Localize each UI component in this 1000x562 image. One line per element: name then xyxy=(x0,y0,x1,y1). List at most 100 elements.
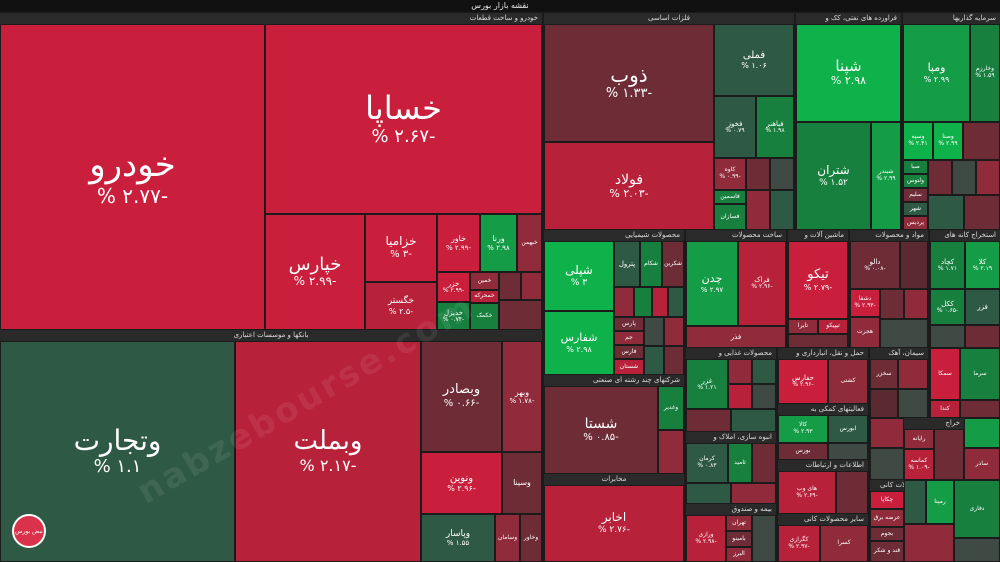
tile-kalla[interactable]: کالا ۲.۹۳ % xyxy=(778,415,828,443)
tile-khodro-small-3[interactable] xyxy=(499,300,542,330)
tile-kani-small-2[interactable] xyxy=(904,524,954,562)
tile-sarmaye-small-6[interactable] xyxy=(964,195,1000,230)
tile-khodro[interactable]: خودرو -۲.۷۷ % xyxy=(0,24,265,330)
tile-khazar[interactable]: خزر -۲.۹۹ % xyxy=(437,272,470,302)
tile-kala[interactable]: کلا ۲.۱۹ % xyxy=(965,241,1000,289)
tile-sarmaye-small-5[interactable] xyxy=(928,195,964,230)
tile-verazi[interactable]: ورازی -۲.۹۸ % xyxy=(686,515,726,562)
tile-fkhoz[interactable]: فخوز ۰.۷۹ % xyxy=(714,96,756,158)
tile-khorde-small-1[interactable] xyxy=(870,418,904,448)
tile-felezat-small-2[interactable] xyxy=(770,158,794,190)
tile-vpasar[interactable]: وپاسار ۱.۵۵ % xyxy=(421,514,495,562)
tile-fars[interactable]: فارس xyxy=(614,345,644,359)
tile-ghazar[interactable]: غزر ۱.۲۱ % xyxy=(686,359,728,409)
tile-khakamak[interactable]: خکمک xyxy=(470,303,499,330)
tile-vebmelat[interactable]: وبملت -۲.۱۷ % xyxy=(235,341,421,562)
tile-shekam[interactable]: شکام xyxy=(640,241,662,287)
tile-chakapa[interactable]: چکاپا xyxy=(870,491,904,509)
tile-sakhtor[interactable]: سخزر xyxy=(870,359,898,389)
tile-pars[interactable]: پارس xyxy=(614,317,644,331)
tile-zob[interactable]: ذوب -۱.۳۳ % xyxy=(544,24,714,142)
tile-siman-small-1[interactable] xyxy=(898,359,928,389)
tile-shefaras[interactable]: شفارس ۲.۹۸ % xyxy=(544,311,614,375)
tile-sekhab[interactable]: ثامید xyxy=(728,443,752,483)
tile-faaliat-small-1[interactable] xyxy=(828,443,868,460)
tile-vonovin[interactable]: ونوین -۲.۹۶ % xyxy=(421,452,502,514)
tile-estekhraj-small-2[interactable] xyxy=(965,325,1000,348)
tile-kgarazi[interactable]: کگرازی -۲.۹۷ % xyxy=(778,525,820,562)
tile-hojrat[interactable]: هجرت xyxy=(850,317,880,348)
tile-kanda[interactable]: کندا xyxy=(930,400,960,418)
tile-dzaa[interactable]: ساذر xyxy=(964,448,1000,480)
tile-shepetrol[interactable]: پترول xyxy=(614,241,640,287)
tile-khorde-small-4[interactable] xyxy=(870,448,904,480)
tile-tehran[interactable]: تهران xyxy=(726,515,752,531)
tile-arzeh[interactable]: عرضه برق xyxy=(870,509,904,527)
tile-shimi-small-3[interactable] xyxy=(652,287,668,317)
tile-khapa[interactable]: خساپا -۲.۶۷ % xyxy=(265,24,542,214)
tile-shabandar[interactable]: شبندر ۲.۹۹ % xyxy=(871,122,901,230)
tile-vempa[interactable]: ومپا ۲.۹۹ % xyxy=(903,24,970,122)
tile-rayane[interactable]: رایانه xyxy=(904,429,934,449)
tile-shetran[interactable]: شتران ۱.۵۲ % xyxy=(796,122,871,230)
tile-khazamia[interactable]: خزامیا -۳ % xyxy=(365,214,437,282)
tile-ghazayi-small-6[interactable] xyxy=(731,409,776,432)
tile-anbooh-small-1[interactable] xyxy=(752,443,776,483)
tile-siman-small-2[interactable] xyxy=(870,389,898,418)
tile-vesna[interactable]: وصنا ۲.۹۹ % xyxy=(933,122,963,160)
tile-tipikoo[interactable]: تیپیکو xyxy=(818,319,848,334)
tile-ghazayi-small-1[interactable] xyxy=(728,359,752,384)
tile-bajom[interactable]: بجوم xyxy=(870,527,904,541)
tile-hay[interactable]: های وب -۲.۶۹ % xyxy=(778,471,836,514)
tile-chadan[interactable]: چدن ۲.۹۷ % xyxy=(686,241,738,326)
tile-faraak[interactable]: فراک -۲.۹۶ % xyxy=(738,241,786,326)
tile-vsaman[interactable]: وسامان xyxy=(495,514,520,562)
tile-vkharazm[interactable]: وخارزم ۱.۵۹ % xyxy=(970,24,1000,122)
tile-kave[interactable]: کاوه -۰.۹۹ % xyxy=(714,158,746,190)
tile-anbooh-small-3[interactable] xyxy=(731,483,776,504)
tile-kerman[interactable]: کرمان ۰.۸۳ % xyxy=(686,443,728,483)
tile-vetejarat[interactable]: وتجارت ۱.۱ % xyxy=(0,341,235,562)
tile-shimi-small-5[interactable] xyxy=(644,317,664,346)
tile-felezat-small-3[interactable] xyxy=(746,190,770,230)
tile-khorde-small-3[interactable] xyxy=(934,429,964,480)
tile-aboors[interactable]: ابورس xyxy=(828,415,868,443)
tile-kani-small-3[interactable] xyxy=(954,538,1000,562)
tile-kakal[interactable]: ککل -۰.۶۵ % xyxy=(930,289,965,325)
tile-vaber[interactable]: وبهر -۱.۷۸ % xyxy=(502,341,542,452)
tile-khegostar[interactable]: خگستر -۲.۵ % xyxy=(365,282,437,330)
tile-shimi-small-4[interactable] xyxy=(668,287,684,317)
tile-mashin-small-1[interactable] xyxy=(788,334,848,348)
tile-vorna[interactable]: ورنا ۲.۹۸ % xyxy=(480,214,517,272)
tile-khavar[interactable]: خاور -۲.۹۹ % xyxy=(437,214,480,272)
tile-fezar[interactable]: فزر xyxy=(965,289,1000,325)
tile-shahr[interactable]: شهر xyxy=(903,202,928,216)
tile-siman-small-3[interactable] xyxy=(898,389,928,418)
tile-pardis[interactable]: پردیس xyxy=(903,216,928,230)
tile-salim[interactable]: سلیم xyxy=(903,188,928,202)
tile-dashaa[interactable]: دشفا -۲.۹۳ % xyxy=(850,289,880,317)
tile-mavad-small-2[interactable] xyxy=(880,289,904,319)
tile-felezat-small-1[interactable] xyxy=(746,158,770,190)
tile-bime-small-1[interactable] xyxy=(752,515,776,562)
tile-kasra[interactable]: کسرا xyxy=(820,525,868,562)
tile-anbooh-small-2[interactable] xyxy=(686,483,731,504)
tile-shimi-small-2[interactable] xyxy=(634,287,652,317)
tile-dalo[interactable]: دالو -۰.۰۸ % xyxy=(850,241,900,289)
tile-keshti[interactable]: کشتی xyxy=(828,359,868,404)
tile-mavad-small-3[interactable] xyxy=(904,289,928,319)
tile-kachad[interactable]: کچاد ۱.۷۱ % xyxy=(930,241,965,289)
tile-khemehrkeh[interactable]: خمحرکه xyxy=(470,290,499,303)
tile-sepa[interactable]: صبا xyxy=(903,160,928,174)
tile-shimi-small-1[interactable] xyxy=(614,287,634,317)
tile-kamase[interactable]: کماسه -۱.۰۹ % xyxy=(904,449,934,480)
tile-shimi-small-8[interactable] xyxy=(664,346,684,375)
tile-baminoo[interactable]: بامینو xyxy=(726,531,752,547)
tile-tayra[interactable]: تایرا xyxy=(788,319,818,334)
tile-kani-small-1[interactable] xyxy=(904,480,926,524)
tile-estekhraj-small-1[interactable] xyxy=(930,325,965,348)
tile-semaka[interactable]: سمکا xyxy=(930,348,960,400)
tile-rampna[interactable]: رمپنا xyxy=(926,480,954,524)
tile-khodiz[interactable]: خدیزل -۰.۷۴ % xyxy=(437,302,470,330)
tile-ghazayi-small-2[interactable] xyxy=(752,359,776,384)
